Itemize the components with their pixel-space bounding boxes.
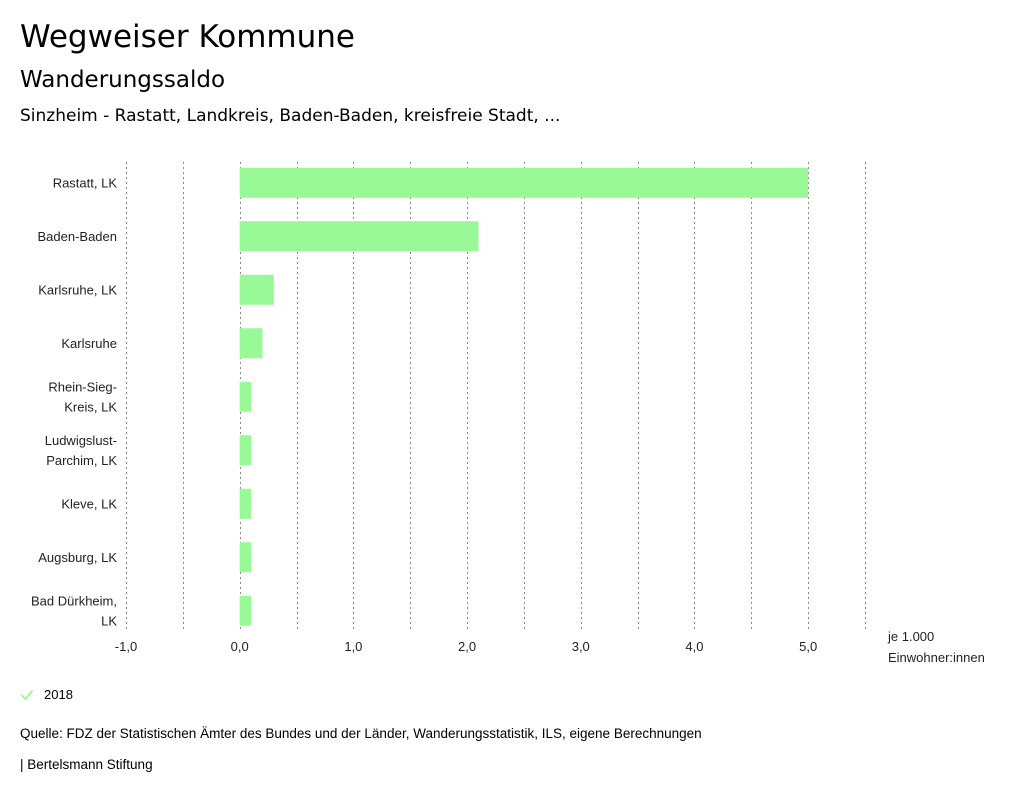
bar[interactable] [239, 221, 479, 252]
bar[interactable] [239, 274, 274, 305]
checkmark-icon[interactable] [20, 688, 34, 702]
x-tick-label: 5,0 [799, 639, 817, 654]
bar[interactable] [239, 488, 252, 519]
x-unit-label: je 1.000 Einwohner:innen [887, 629, 985, 665]
gridlines [126, 162, 866, 632]
chart-subtitle: Wanderungssaldo [20, 67, 226, 93]
bar[interactable] [239, 542, 252, 573]
publisher-note: | Bertelsmann Stiftung [20, 757, 153, 772]
bar[interactable] [239, 167, 809, 198]
category-label: Augsburg, LK [38, 550, 117, 565]
category-label: Baden-Baden [37, 229, 117, 244]
bars [239, 167, 809, 626]
category-label: Karlsruhe [61, 336, 117, 351]
x-tick-label: 0,0 [231, 639, 249, 654]
bar[interactable] [239, 328, 263, 359]
comparison-regions: Sinzheim - Rastatt, Landkreis, Baden-Bad… [20, 106, 561, 126]
x-tick-label: -1,0 [115, 639, 137, 654]
legend-label-2018: 2018 [44, 687, 73, 702]
bar[interactable] [239, 435, 252, 466]
x-tick-label: 4,0 [685, 639, 703, 654]
source-note: Quelle: FDZ der Statistischen Ämter des … [20, 726, 702, 741]
x-tick-label: 3,0 [572, 639, 590, 654]
bar[interactable] [239, 381, 252, 412]
x-tick-label: 1,0 [344, 639, 362, 654]
category-label: Kleve, LK [61, 496, 117, 511]
category-label: Karlsruhe, LK [38, 282, 117, 297]
category-labels: Rastatt, LK Baden-Baden Karlsruhe, LK Karls… [31, 175, 117, 628]
x-unit-label-line: Einwohner:innen [888, 650, 985, 665]
x-tick-label: 2,0 [458, 639, 476, 654]
bar[interactable] [239, 595, 252, 626]
x-unit-label-line: je 1.000 [887, 629, 934, 644]
x-tick-labels: -1,0 0,0 1,0 2,0 3,0 4,0 5,0 [115, 639, 817, 654]
category-label: Bad Dürkheim, LK [31, 593, 117, 628]
category-label: Ludwigslust-Parchim, LK [45, 433, 118, 468]
category-label: Rhein-Sieg-Kreis, LK [48, 379, 117, 414]
page-title: Wegweiser Kommune [20, 19, 355, 55]
category-label: Rastatt, LK [53, 175, 118, 190]
bar-chart: Rastatt, LK Baden-Baden Karlsruhe, LK Karls… [31, 162, 985, 665]
legend[interactable]: 2018 [20, 686, 73, 704]
